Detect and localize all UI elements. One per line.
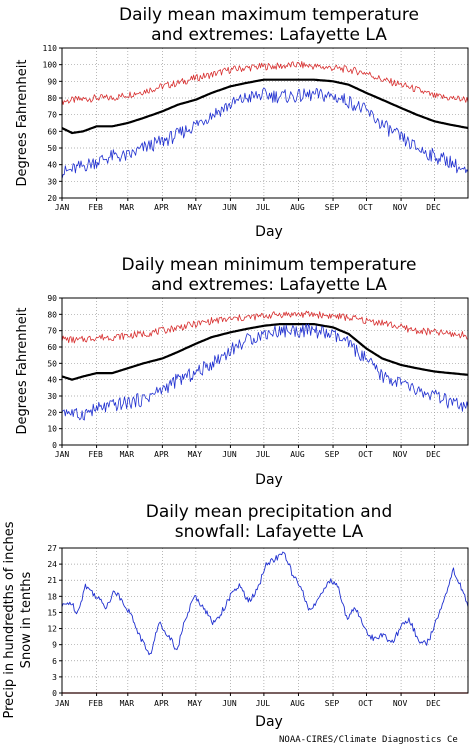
x-tick-label: AUG <box>290 450 305 459</box>
y-axis-label: Snow in tenths <box>19 571 34 668</box>
y-tick-label: 24 <box>47 560 57 569</box>
x-tick-label: OCT <box>358 699 373 708</box>
plot-frame <box>61 297 469 446</box>
series-record_high-line <box>61 61 469 105</box>
y-tick-label: 18 <box>47 592 57 601</box>
y-tick-label: 40 <box>47 161 57 170</box>
x-tick-label: MAY <box>188 203 203 212</box>
x-tick-label: JUN <box>222 450 237 459</box>
y-tick-label: 80 <box>47 94 57 103</box>
y-tick-label: 80 <box>47 310 57 319</box>
y-axis-label: Precip in hundredths of inches <box>2 521 17 718</box>
y-tick-label: 0 <box>52 441 57 450</box>
series-record_high-line <box>61 310 468 344</box>
x-tick-label: SEP <box>325 203 340 212</box>
y-tick-label: 110 <box>43 44 58 53</box>
x-tick-label: JUN <box>222 203 237 212</box>
y-tick-label: 10 <box>47 425 57 434</box>
series-record_low-line <box>61 323 469 421</box>
x-tick-label: OCT <box>358 450 373 459</box>
chart-title-line: and extremes: Lafayette LA <box>151 25 387 45</box>
x-tick-label: SEP <box>325 450 340 459</box>
y-tick-label: 40 <box>47 376 57 385</box>
x-axis-label: Day <box>255 472 283 488</box>
y-tick-label: 6 <box>52 657 57 666</box>
y-axis-label: Degrees Fahrenheit <box>15 308 30 435</box>
y-tick-label: 30 <box>47 177 57 186</box>
y-tick-label: 60 <box>47 343 57 352</box>
x-tick-label: JUN <box>222 699 237 708</box>
y-tick-label: 50 <box>47 359 57 368</box>
x-tick-label: APR <box>154 699 169 708</box>
credit-text: NOAA-CIRES/Climate Diagnostics Ce <box>279 735 458 745</box>
y-tick-label: 3 <box>52 673 57 682</box>
series-mean-line <box>61 323 469 381</box>
y-tick-label: 70 <box>47 111 57 120</box>
series-mean-line <box>61 78 469 135</box>
x-tick-label: AUG <box>290 203 305 212</box>
y-tick-label: 0 <box>52 689 57 698</box>
plot-frame <box>61 547 469 694</box>
x-tick-label: JAN <box>55 450 70 459</box>
x-tick-label: NOV <box>393 203 408 212</box>
x-tick-label: MAY <box>188 699 203 708</box>
chart-title-line: Daily mean minimum temperature <box>122 255 417 275</box>
y-tick-label: 12 <box>47 625 57 634</box>
x-tick-label: MAR <box>120 699 135 708</box>
y-axis-label: Degrees Fahrenheit <box>15 60 30 187</box>
x-tick-label: JAN <box>55 699 70 708</box>
y-tick-label: 70 <box>47 327 57 336</box>
y-tick-label: 30 <box>47 392 57 401</box>
x-tick-label: NOV <box>393 699 408 708</box>
plot-frame <box>61 47 469 199</box>
x-tick-label: APR <box>154 450 169 459</box>
y-tick-label: 9 <box>52 641 57 650</box>
y-tick-label: 100 <box>43 61 58 70</box>
chart-title-line: and extremes: Lafayette LA <box>151 275 387 295</box>
y-tick-label: 90 <box>47 77 57 86</box>
x-tick-label: APR <box>154 203 169 212</box>
x-tick-label: MAY <box>188 450 203 459</box>
x-tick-label: JUL <box>256 450 271 459</box>
y-tick-label: 20 <box>47 194 57 203</box>
y-tick-label: 21 <box>47 576 57 585</box>
y-tick-label: 20 <box>47 408 57 417</box>
x-axis-label: Day <box>255 714 283 730</box>
x-tick-label: JAN <box>55 203 70 212</box>
x-tick-label: MAR <box>120 450 135 459</box>
x-tick-label: FEB <box>88 450 103 459</box>
chart-title-line: snowfall: Lafayette LA <box>175 522 364 542</box>
series-record_low-line <box>61 87 469 180</box>
chart-title-line: Daily mean maximum temperature <box>119 5 419 25</box>
x-tick-label: DEC <box>426 450 441 459</box>
x-tick-label: SEP <box>325 699 340 708</box>
chart-title-line: Daily mean precipitation and <box>146 502 393 522</box>
x-axis-label: Day <box>255 224 283 240</box>
x-tick-label: JUL <box>256 203 271 212</box>
y-tick-label: 15 <box>47 608 57 617</box>
x-tick-label: NOV <box>393 450 408 459</box>
x-tick-label: AUG <box>290 699 305 708</box>
series-precip-line <box>61 551 469 656</box>
x-tick-label: FEB <box>88 203 103 212</box>
x-tick-label: DEC <box>426 699 441 708</box>
x-tick-label: DEC <box>426 203 441 212</box>
y-tick-label: 27 <box>47 544 57 553</box>
x-tick-label: OCT <box>358 203 373 212</box>
y-tick-label: 90 <box>47 294 57 303</box>
x-tick-label: MAR <box>120 203 135 212</box>
x-tick-label: FEB <box>88 699 103 708</box>
y-tick-label: 60 <box>47 127 57 136</box>
x-tick-label: JUL <box>256 699 271 708</box>
y-tick-label: 50 <box>47 144 57 153</box>
